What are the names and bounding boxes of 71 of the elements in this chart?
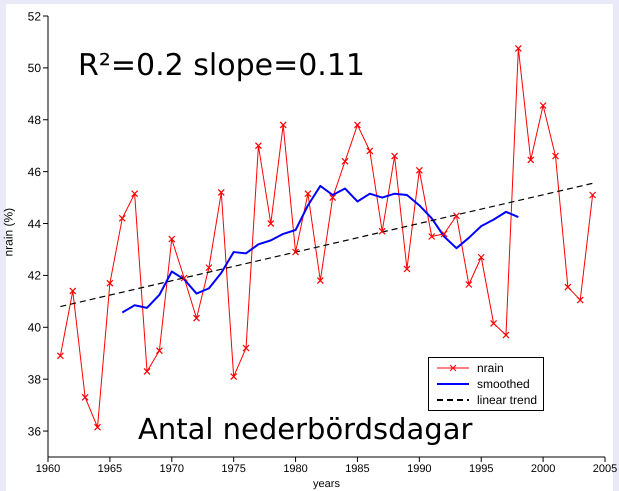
y-tick-label: 40 <box>28 320 42 335</box>
x-tick-label: 1980 <box>283 462 308 475</box>
point <box>490 320 498 328</box>
x-tick-label: 2005 <box>592 462 618 475</box>
x-tick-label: 1965 <box>98 462 122 475</box>
x-tick-label: 1975 <box>221 462 246 475</box>
point <box>280 121 287 129</box>
y-tick-label: 36 <box>28 424 42 438</box>
y-tick-label: 50 <box>28 61 42 76</box>
point <box>403 265 411 273</box>
point <box>292 248 300 256</box>
point <box>478 254 485 261</box>
point <box>56 352 64 360</box>
y-tick-label: 46 <box>28 164 42 179</box>
point <box>502 331 510 339</box>
point <box>254 142 262 150</box>
point <box>428 232 436 240</box>
point <box>131 190 138 198</box>
line-series <box>121 184 520 314</box>
point <box>118 214 126 222</box>
x-tick-label: 1960 <box>36 462 60 475</box>
point <box>354 121 362 129</box>
point <box>94 424 102 431</box>
legend-label: smoothed <box>477 377 530 391</box>
point <box>465 280 472 288</box>
x-tick-label: 1990 <box>407 462 432 475</box>
x-tick-label: 1985 <box>345 462 370 475</box>
point <box>180 274 188 282</box>
point <box>304 190 312 198</box>
y-axis-title: nrain (%) <box>1 208 16 256</box>
point <box>576 296 584 304</box>
point <box>230 372 238 380</box>
y-tick-label: 44 <box>28 216 42 231</box>
point <box>341 158 349 165</box>
point <box>143 368 151 375</box>
point <box>156 347 163 354</box>
point <box>390 152 398 160</box>
point <box>564 283 572 291</box>
y-tick-label: 38 <box>28 372 42 386</box>
point <box>589 191 596 199</box>
point <box>514 44 522 52</box>
x-tick-label: 2000 <box>530 462 556 475</box>
point <box>329 194 336 202</box>
x-axis-title: years <box>313 478 340 490</box>
y-tick-label: 52 <box>28 9 42 24</box>
legend-label: linear trend <box>477 393 538 407</box>
annotation: Antal nederbördsdagar <box>138 412 472 446</box>
y-tick-label: 48 <box>28 113 42 128</box>
point <box>440 230 448 238</box>
point <box>218 188 225 196</box>
annotation: R²=0.2 slope=0.11 <box>78 48 366 83</box>
point <box>205 264 213 272</box>
point <box>168 235 176 243</box>
point <box>69 287 76 295</box>
point <box>82 394 89 401</box>
point <box>106 280 114 287</box>
y-tick-label: 42 <box>28 268 42 283</box>
point <box>416 166 423 174</box>
point <box>378 228 386 235</box>
point <box>452 212 460 220</box>
point <box>192 314 200 322</box>
point <box>242 344 250 352</box>
point <box>366 147 374 154</box>
x-tick-label: 1970 <box>160 462 184 475</box>
point <box>540 102 547 110</box>
point <box>552 152 560 160</box>
x-tick-label: 1995 <box>468 462 494 475</box>
point <box>267 220 274 228</box>
legend-label: nrain <box>477 361 504 375</box>
point <box>527 156 534 164</box>
point <box>316 277 324 284</box>
